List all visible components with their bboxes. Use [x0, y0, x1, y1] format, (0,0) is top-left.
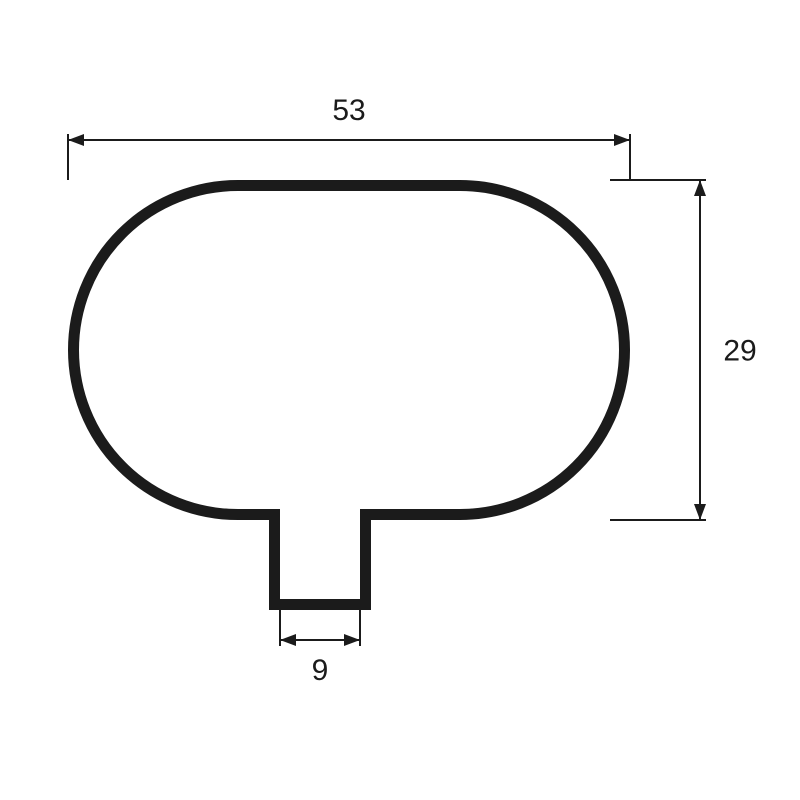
dimensions.height_29.label: 29	[723, 335, 756, 368]
dimensions.width_53.label: 53	[332, 94, 365, 127]
dimensions.tab_9.label: 9	[312, 654, 329, 687]
